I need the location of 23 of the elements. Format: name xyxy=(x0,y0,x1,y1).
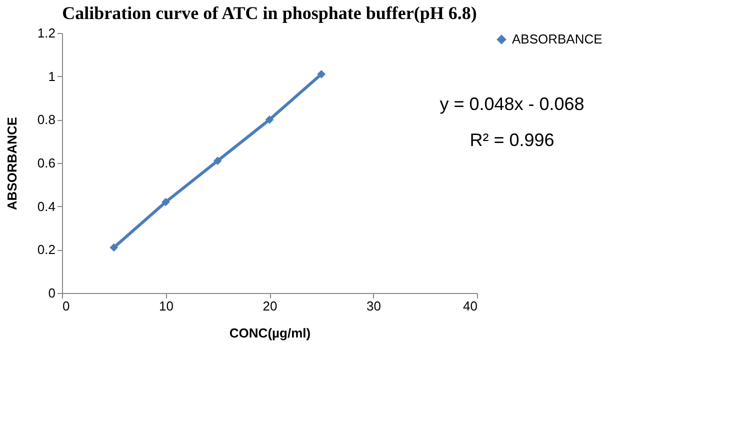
x-tick-label: 20 xyxy=(262,298,278,314)
y-tick-label: 0.6 xyxy=(37,156,56,170)
chart-title: Calibration curve of ATC in phosphate buffer(pH 6.8) xyxy=(62,3,477,23)
annotation: y = 0.048x - 0.068 xyxy=(440,94,584,114)
annotation: R² = 0.996 xyxy=(470,130,554,150)
x-tick-label: 40 xyxy=(463,298,478,314)
y-tick-label: 0 xyxy=(48,286,56,300)
y-tick-label: 0.8 xyxy=(37,112,56,128)
point xyxy=(110,243,118,252)
point xyxy=(265,115,274,124)
y-tick-label: 0.4 xyxy=(37,198,56,214)
x-tick-label: 0 xyxy=(62,298,70,314)
x-tick-label: 30 xyxy=(366,298,381,314)
y-tick-label: 0.2 xyxy=(37,242,56,258)
y-axis-title: ABSORBANCE xyxy=(4,116,20,210)
legend-label: ABSORBANCE xyxy=(512,32,603,46)
x-tick-label: 10 xyxy=(159,298,174,314)
point xyxy=(213,156,222,166)
x-axis-title: CONC(µg/ml) xyxy=(229,326,311,340)
point xyxy=(317,70,326,78)
point xyxy=(162,198,170,206)
y-tick-label: 1.2 xyxy=(37,26,56,40)
y-tick-label: 1 xyxy=(48,68,56,84)
